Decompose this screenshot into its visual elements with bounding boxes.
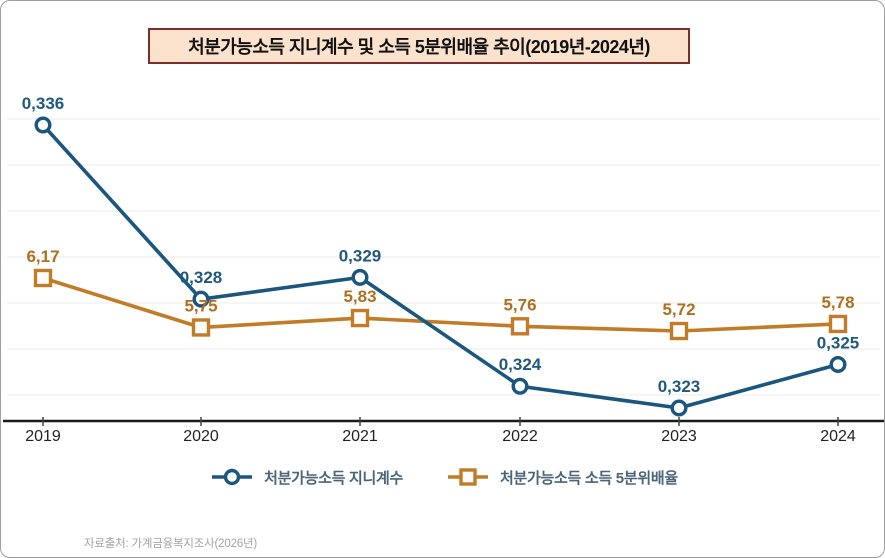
data-point-label: 0,325 xyxy=(817,333,860,352)
data-point-marker xyxy=(828,314,848,334)
chart-title: 처분가능소득 지니계수 및 소득 5분위배율 추이(2019년-2024년) xyxy=(188,37,650,57)
data-point-marker xyxy=(33,268,53,288)
data-point-label: 5,78 xyxy=(821,293,854,312)
data-point-label: 5,76 xyxy=(503,295,536,314)
data-point-label: 0,324 xyxy=(499,355,542,374)
data-point-marker xyxy=(669,321,689,341)
data-point-marker xyxy=(510,317,530,336)
legend-label-quintile: 처분가능소득 소득 5분위배율 xyxy=(500,469,678,487)
chart-title-box: 처분가능소득 지니계수 및 소득 5분위배율 추이(2019년-2024년) xyxy=(148,28,690,64)
legend-item-gini: 처분가능소득 지니계수 xyxy=(209,467,403,488)
data-point-marker xyxy=(192,290,210,308)
data-point-label: 5,72 xyxy=(662,300,695,319)
data-point-marker xyxy=(511,377,529,395)
x-axis-label: 2023 xyxy=(661,428,697,445)
x-axis-label: 2019 xyxy=(25,428,61,445)
data-point-marker xyxy=(670,399,688,417)
data-point-label: 5,75 xyxy=(184,296,217,315)
data-point-marker xyxy=(351,268,369,286)
x-axis-label: 2024 xyxy=(820,428,856,445)
data-point-label: 0,329 xyxy=(339,246,382,265)
legend: 처분가능소득 지니계수 처분가능소득 소득 5분위배율 xyxy=(1,464,884,490)
data-point-label: 0,323 xyxy=(658,377,701,396)
circle-marker-icon xyxy=(212,468,253,486)
data-source-note: 자료출처: 가계금융복지조사(2026년) xyxy=(84,538,257,550)
x-axis-label: 2020 xyxy=(183,428,219,445)
data-point-label: 6,17 xyxy=(26,247,59,266)
data-point-label: 5,83 xyxy=(343,287,376,306)
legend-item-quintile: 처분가능소득 소득 5분위배율 xyxy=(445,467,678,488)
x-axis-label: 2022 xyxy=(502,428,538,445)
square-marker-icon xyxy=(448,468,489,486)
data-point-marker xyxy=(34,116,52,134)
series-line-quintile xyxy=(41,276,840,333)
data-point-marker xyxy=(350,308,370,328)
data-point-marker xyxy=(191,318,211,337)
legend-square-marker xyxy=(459,468,477,486)
x-axis-label: 2021 xyxy=(342,428,378,445)
data-point-marker xyxy=(829,355,847,373)
data-point-label: 0,328 xyxy=(180,268,223,287)
series-line-gini xyxy=(41,123,840,410)
legend-label-gini: 처분가능소득 지니계수 xyxy=(264,469,404,487)
legend-circle-marker xyxy=(223,468,241,486)
data-point-label: 0,336 xyxy=(22,94,65,113)
